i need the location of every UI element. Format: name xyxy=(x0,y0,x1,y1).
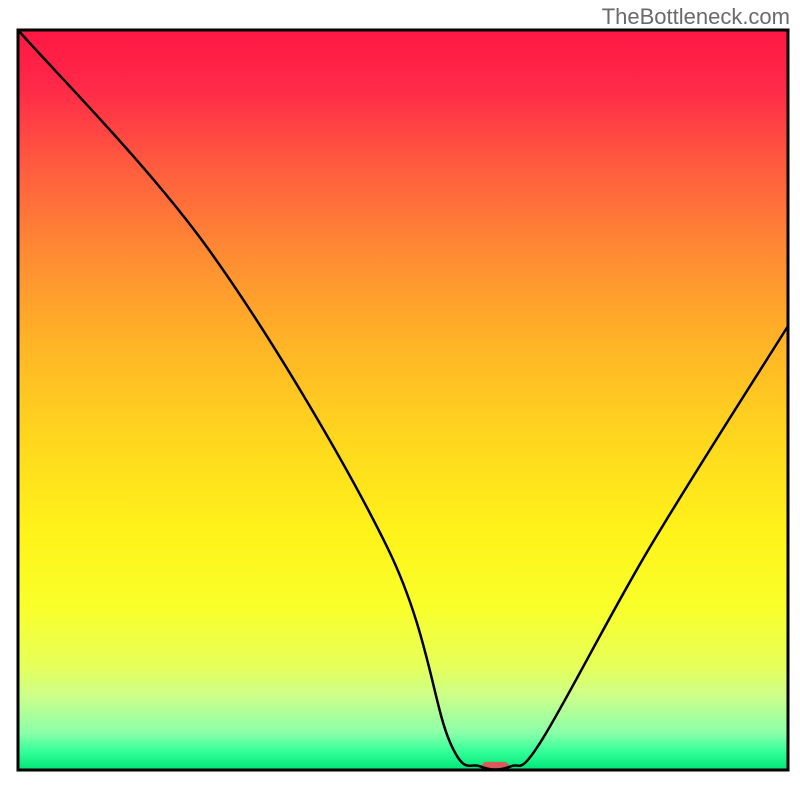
watermark-text: TheBottleneck.com xyxy=(602,4,790,30)
bottleneck-curve-chart xyxy=(0,0,800,800)
chart-container: TheBottleneck.com xyxy=(0,0,800,800)
